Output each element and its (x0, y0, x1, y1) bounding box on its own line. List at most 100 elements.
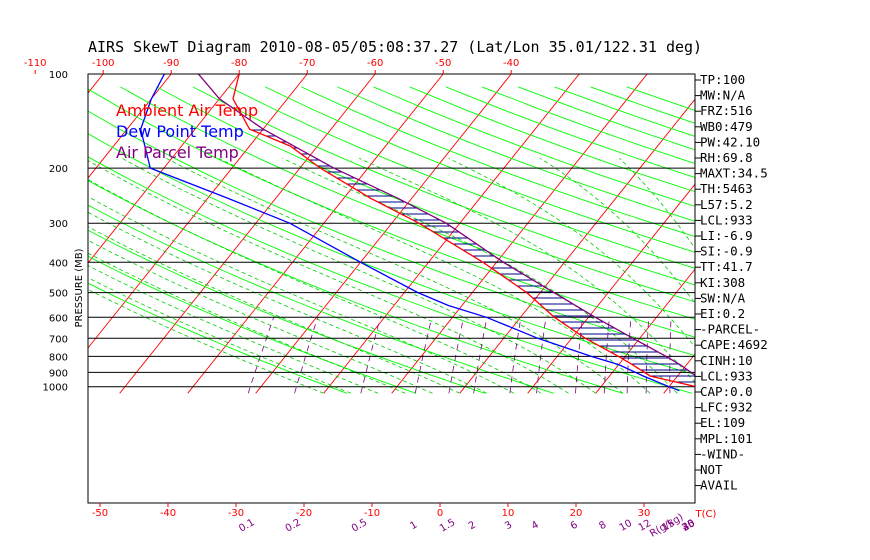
mixing-ratio-line (414, 317, 433, 394)
moist-adiabat-lines (88, 157, 695, 394)
index-value: CINH:10 (700, 353, 753, 368)
index-value: CAP:0.0 (700, 384, 753, 399)
pressure-tick-label: 400 (49, 258, 68, 269)
bottom-tick-label: 0 (437, 508, 443, 519)
pressure-tick-label: 500 (49, 289, 68, 300)
dry-adiabat-line (301, 86, 695, 238)
bottom-tick-label: T(C) (695, 509, 717, 520)
top-tick-label: -60 (367, 58, 383, 69)
moist-adiabat-line (88, 277, 352, 394)
pressure-tick-label: 900 (49, 368, 68, 379)
top-tick-label: -40 (503, 58, 519, 69)
isotherm-line (255, 74, 512, 394)
dry-adiabat-line (88, 156, 692, 394)
mixing-ratio-line (575, 317, 583, 394)
isotherm-lines (88, 74, 695, 394)
y-axis-label: PRESSURE (MB) (74, 248, 85, 327)
index-value: KI:308 (700, 275, 745, 290)
dry-adiabat-line (88, 110, 695, 357)
mixing-ratio-line (509, 317, 522, 394)
sounding-traces (140, 74, 695, 392)
index-value: CAPE:4692 (700, 337, 768, 352)
pressure-tick-label: 100 (49, 70, 68, 81)
mixing-ratio-line (448, 317, 464, 394)
index-value: LFC:932 (700, 400, 753, 415)
mixing-ratio-line (603, 317, 610, 394)
dry-adiabat-line (120, 86, 695, 320)
isotherm-line (323, 74, 580, 394)
moist-adiabat-line (218, 157, 651, 394)
isotherm-line (527, 183, 695, 394)
dry-adiabat-line (88, 229, 486, 394)
moist-adiabat-line (88, 239, 433, 394)
moist-adiabat-line (282, 157, 678, 394)
index-value: TT:41.7 (700, 259, 753, 274)
legend: Ambient Air Temp Dew Point Temp Air Parcel… (116, 101, 258, 162)
pressure-axis: 100 200 300 400 500 600 700 800 900 1000 (43, 70, 68, 394)
pressure-tick-label: 1000 (43, 383, 68, 394)
moist-adiabat-line (88, 226, 460, 394)
index-value: LCL:933 (700, 368, 753, 383)
index-value: LI:-6.9 (700, 228, 753, 243)
mixing-ratio-line (626, 317, 632, 394)
bottom-tick-label: -30 (228, 508, 244, 519)
pressure-tick-label: 700 (49, 334, 68, 345)
mixing-ratio-line (645, 317, 650, 394)
bottom-tick-label: -50 (92, 508, 108, 519)
series-line (140, 74, 680, 392)
dry-adiabat-line (192, 86, 695, 286)
dry-adiabat-line (228, 86, 695, 269)
mixing-ratio-line (247, 317, 275, 394)
dry-adiabat-line (88, 204, 554, 394)
legend-entry: Ambient Air Temp (116, 101, 258, 120)
bottom-tick-label: 30 (638, 508, 651, 519)
mixing-ratio-label: 2 (467, 519, 478, 532)
isotherm-line (595, 268, 695, 394)
index-value: SW:N/A (700, 290, 746, 305)
mixing-ratio-line (473, 317, 488, 394)
index-value: FRZ:516 (700, 103, 753, 118)
top-tick-label: -70 (299, 58, 315, 69)
moist-adiabat-line (88, 265, 379, 394)
isotherm-line (88, 74, 172, 179)
isotherm-line (119, 74, 376, 394)
pressure-tick-label: 800 (49, 352, 68, 363)
index-value: -PARCEL- (700, 322, 760, 337)
top-tick-label: -100 (92, 58, 115, 69)
bottom-tick-label: -20 (296, 508, 312, 519)
index-value: WB0:479 (700, 119, 753, 134)
chart-title: AIRS SkewT Diagram 2010-08-05/05:08:37.2… (88, 38, 702, 56)
mixing-ratio-line (294, 317, 319, 394)
dry-adiabat-line (88, 255, 417, 394)
legend-entry: Air Parcel Temp (116, 143, 239, 162)
index-value: AVAIL (700, 478, 738, 493)
index-value: PW:42.10 (700, 134, 760, 149)
index-value: EL:109 (700, 415, 745, 430)
pressure-tick-label: 600 (49, 313, 68, 324)
series-line (232, 74, 695, 388)
mixing-ratio-lines (247, 317, 672, 394)
moist-adiabat-line (539, 157, 695, 304)
dry-adiabat-line (88, 88, 695, 338)
moist-adiabat-line (88, 160, 569, 394)
isotherm-line (88, 74, 308, 349)
isotherm-line (391, 74, 648, 394)
stability-indices-panel: TP:100MW:N/AFRZ:516WB0:479PW:42.10RH:69.… (695, 72, 768, 493)
index-value: MPL:101 (700, 431, 753, 446)
index-value: LCL:933 (700, 212, 753, 227)
moist-adiabat-line (88, 211, 488, 394)
moist-adiabat-line (448, 157, 695, 348)
top-tick-label: -90 (163, 58, 179, 69)
index-value: -WIND- (700, 446, 745, 461)
plot-frame (87, 73, 696, 504)
bottom-tick-label: -10 (364, 508, 380, 519)
moist-adiabat-line (88, 252, 406, 394)
isotherm-line (187, 74, 444, 394)
bottom-tick-label: -40 (160, 508, 176, 519)
index-value: MW:N/A (700, 88, 746, 103)
index-value: MAXT:34.5 (700, 166, 768, 181)
top-tick-label: -110 (24, 58, 47, 69)
top-tick-label: -50 (435, 58, 451, 69)
